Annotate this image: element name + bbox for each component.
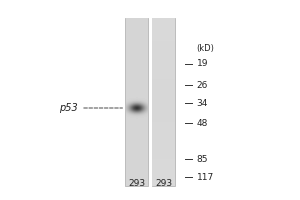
Text: 34: 34 xyxy=(196,98,208,108)
Text: 19: 19 xyxy=(196,60,208,68)
Text: 26: 26 xyxy=(196,81,208,90)
Text: p53: p53 xyxy=(59,103,78,113)
Text: 48: 48 xyxy=(196,118,208,128)
Text: 117: 117 xyxy=(196,172,214,182)
Text: 293: 293 xyxy=(155,179,172,188)
Text: 85: 85 xyxy=(196,154,208,164)
Bar xyxy=(125,18,148,186)
Text: 293: 293 xyxy=(128,179,145,188)
Text: (kD): (kD) xyxy=(196,44,214,52)
Bar xyxy=(152,18,175,186)
